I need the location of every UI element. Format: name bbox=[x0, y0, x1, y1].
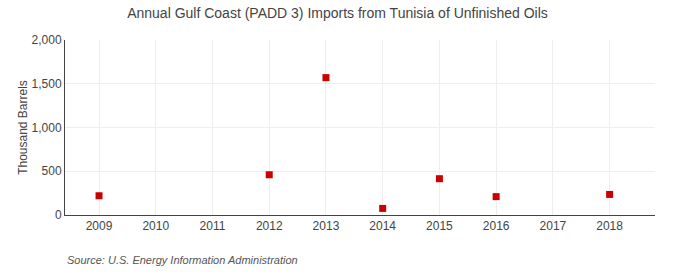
svg-text:2014: 2014 bbox=[369, 219, 396, 233]
svg-text:2009: 2009 bbox=[86, 219, 113, 233]
svg-text:2013: 2013 bbox=[313, 219, 340, 233]
svg-text:2011: 2011 bbox=[200, 219, 226, 233]
svg-text:2017: 2017 bbox=[540, 219, 567, 233]
svg-text:1,500: 1,500 bbox=[32, 77, 62, 91]
svg-text:Source: U.S. Energy Informatio: Source: U.S. Energy Information Administ… bbox=[67, 254, 298, 266]
svg-text:2015: 2015 bbox=[426, 219, 453, 233]
svg-text:Annual Gulf Coast (PADD 3) Imp: Annual Gulf Coast (PADD 3) Imports from … bbox=[127, 5, 548, 21]
svg-text:2018: 2018 bbox=[596, 219, 623, 233]
svg-text:Thousand Barrels: Thousand Barrels bbox=[16, 80, 30, 175]
svg-text:500: 500 bbox=[42, 164, 62, 178]
svg-text:2016: 2016 bbox=[483, 219, 510, 233]
svg-text:2012: 2012 bbox=[256, 219, 283, 233]
svg-text:0: 0 bbox=[55, 208, 62, 222]
svg-text:1,000: 1,000 bbox=[32, 121, 62, 135]
svg-text:2010: 2010 bbox=[142, 219, 169, 233]
svg-text:2,000: 2,000 bbox=[32, 33, 62, 47]
